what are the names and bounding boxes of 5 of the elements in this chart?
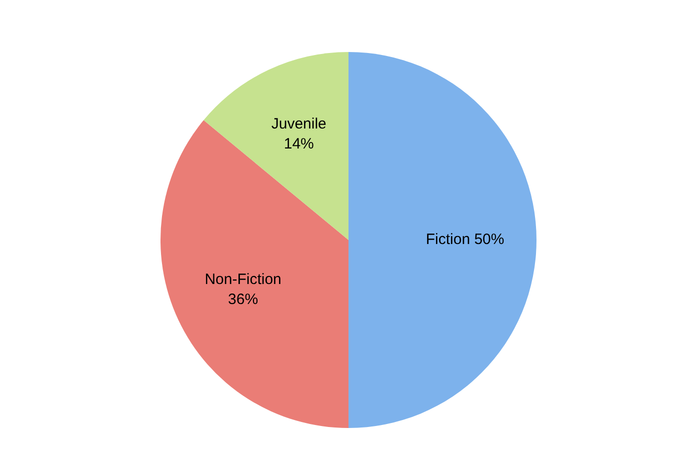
slice-label: Juvenile xyxy=(271,116,326,133)
slice-label: Fiction 50% xyxy=(426,231,504,248)
data-label: 36% xyxy=(228,290,258,308)
slice-label: Non-Fiction xyxy=(204,270,282,288)
data-label: 14% xyxy=(284,136,314,153)
